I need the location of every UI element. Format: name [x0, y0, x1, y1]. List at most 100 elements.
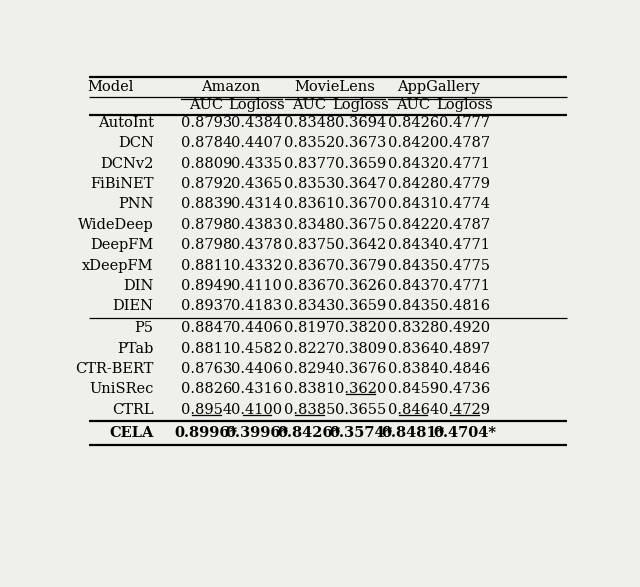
- Text: AUC: AUC: [396, 98, 430, 112]
- Text: DeepFM: DeepFM: [90, 238, 154, 252]
- Text: 0.8361: 0.8361: [284, 197, 335, 211]
- Text: 0.4787: 0.4787: [439, 218, 490, 232]
- Text: 0.4704*: 0.4704*: [433, 426, 496, 440]
- Text: 0.8227: 0.8227: [284, 342, 335, 356]
- Text: 0.8763: 0.8763: [180, 362, 232, 376]
- Text: 0.3655: 0.3655: [335, 403, 386, 417]
- Text: FiBiNET: FiBiNET: [90, 177, 154, 191]
- Text: 0.4779: 0.4779: [439, 177, 490, 191]
- Text: 0.8294: 0.8294: [284, 362, 335, 376]
- Text: 0.8784: 0.8784: [180, 136, 232, 150]
- Text: 0.8481*: 0.8481*: [381, 426, 445, 440]
- Text: 0.4378: 0.4378: [231, 238, 282, 252]
- Text: 0.4846: 0.4846: [439, 362, 490, 376]
- Text: 0.8428: 0.8428: [388, 177, 439, 191]
- Text: 0.3809: 0.3809: [335, 342, 386, 356]
- Text: DCNv2: DCNv2: [100, 157, 154, 171]
- Text: 0.4365: 0.4365: [231, 177, 282, 191]
- Text: 0.3820: 0.3820: [335, 321, 386, 335]
- Text: DCN: DCN: [118, 136, 154, 150]
- Text: 0.8809: 0.8809: [180, 157, 232, 171]
- Text: 0.4775: 0.4775: [439, 259, 490, 272]
- Text: xDeepFM: xDeepFM: [82, 259, 154, 272]
- Text: 0.4729: 0.4729: [439, 403, 490, 417]
- Text: 0.8328: 0.8328: [388, 321, 439, 335]
- Text: 0.3647: 0.3647: [335, 177, 386, 191]
- Text: 0.8426: 0.8426: [388, 116, 439, 130]
- Text: 0.8437: 0.8437: [388, 279, 439, 293]
- Text: 0.8426*: 0.8426*: [278, 426, 341, 440]
- Text: 0.8954: 0.8954: [180, 403, 232, 417]
- Text: MovieLens: MovieLens: [294, 80, 376, 95]
- Text: 0.4335: 0.4335: [231, 157, 282, 171]
- Text: 0.8348: 0.8348: [284, 218, 335, 232]
- Text: 0.8798: 0.8798: [180, 238, 232, 252]
- Text: 0.4920: 0.4920: [439, 321, 490, 335]
- Text: 0.8798: 0.8798: [180, 218, 232, 232]
- Text: 0.3626: 0.3626: [335, 279, 386, 293]
- Text: Logloss: Logloss: [436, 98, 493, 112]
- Text: WideDeep: WideDeep: [78, 218, 154, 232]
- Text: 0.4314: 0.4314: [231, 197, 282, 211]
- Text: Amazon: Amazon: [202, 80, 260, 95]
- Text: 0.3642: 0.3642: [335, 238, 386, 252]
- Text: 0.8996*: 0.8996*: [175, 426, 238, 440]
- Text: 0.8352: 0.8352: [284, 136, 335, 150]
- Text: 0.4316: 0.4316: [231, 383, 282, 396]
- Text: 0.8353: 0.8353: [284, 177, 335, 191]
- Text: 0.8431: 0.8431: [388, 197, 439, 211]
- Text: 0.8385: 0.8385: [284, 403, 335, 417]
- Text: 0.3670: 0.3670: [335, 197, 386, 211]
- Text: 0.8811: 0.8811: [181, 342, 232, 356]
- Text: 0.4582: 0.4582: [231, 342, 282, 356]
- Text: 0.8464: 0.8464: [388, 403, 439, 417]
- Text: 0.8348: 0.8348: [284, 116, 335, 130]
- Text: CTR-BERT: CTR-BERT: [76, 362, 154, 376]
- Text: DIN: DIN: [124, 279, 154, 293]
- Text: 0.4774: 0.4774: [439, 197, 490, 211]
- Text: 0.8811: 0.8811: [181, 259, 232, 272]
- Text: 0.4816: 0.4816: [439, 299, 490, 313]
- Text: 0.8792: 0.8792: [180, 177, 232, 191]
- Text: 0.3659: 0.3659: [335, 299, 386, 313]
- Text: 0.4100: 0.4100: [231, 403, 282, 417]
- Text: 0.4897: 0.4897: [439, 342, 490, 356]
- Text: 0.4777: 0.4777: [439, 116, 490, 130]
- Text: 0.4384: 0.4384: [231, 116, 282, 130]
- Text: UniSRec: UniSRec: [89, 383, 154, 396]
- Text: 0.3694: 0.3694: [335, 116, 386, 130]
- Text: 0.4332: 0.4332: [231, 259, 282, 272]
- Text: 0.3574*: 0.3574*: [329, 426, 392, 440]
- Text: 0.8435: 0.8435: [388, 299, 439, 313]
- Text: 0.8949: 0.8949: [180, 279, 232, 293]
- Text: 0.8375: 0.8375: [284, 238, 335, 252]
- Text: 0.8826: 0.8826: [180, 383, 232, 396]
- Text: 0.4771: 0.4771: [439, 279, 490, 293]
- Text: 0.4183: 0.4183: [231, 299, 282, 313]
- Text: 0.8420: 0.8420: [388, 136, 439, 150]
- Text: PTab: PTab: [117, 342, 154, 356]
- Text: 0.4406: 0.4406: [231, 321, 282, 335]
- Text: 0.8459: 0.8459: [388, 383, 439, 396]
- Text: DIEN: DIEN: [113, 299, 154, 313]
- Text: AutoInt: AutoInt: [98, 116, 154, 130]
- Text: 0.3679: 0.3679: [335, 259, 386, 272]
- Text: 0.4736: 0.4736: [439, 383, 490, 396]
- Text: 0.8384: 0.8384: [388, 362, 439, 376]
- Text: 0.8839: 0.8839: [180, 197, 232, 211]
- Text: 0.3620: 0.3620: [335, 383, 386, 396]
- Text: 0.8847: 0.8847: [180, 321, 232, 335]
- Text: 0.3659: 0.3659: [335, 157, 386, 171]
- Text: 0.3676: 0.3676: [335, 362, 386, 376]
- Text: 0.8435: 0.8435: [388, 259, 439, 272]
- Text: 0.8432: 0.8432: [388, 157, 439, 171]
- Text: 0.4787: 0.4787: [439, 136, 490, 150]
- Text: 0.4771: 0.4771: [439, 157, 490, 171]
- Text: Model: Model: [88, 80, 134, 95]
- Text: Logloss: Logloss: [332, 98, 389, 112]
- Text: 0.8937: 0.8937: [180, 299, 232, 313]
- Text: 0.8197: 0.8197: [284, 321, 335, 335]
- Text: 0.8377: 0.8377: [284, 157, 335, 171]
- Text: 0.4407: 0.4407: [231, 136, 282, 150]
- Text: 0.8381: 0.8381: [284, 383, 335, 396]
